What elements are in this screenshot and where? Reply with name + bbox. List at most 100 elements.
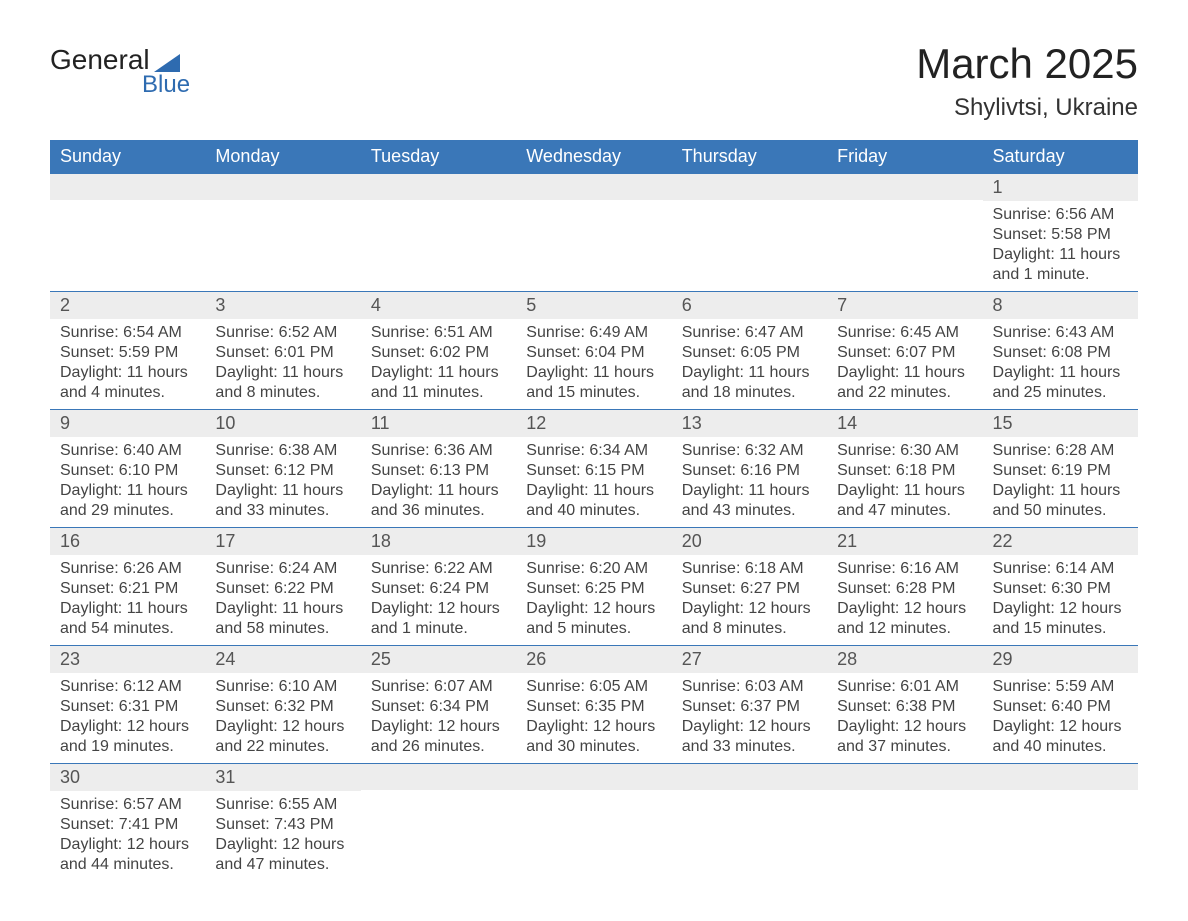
day-body-cell — [827, 201, 982, 292]
day-cell — [516, 764, 671, 792]
day-info-line: Daylight: 11 hours — [371, 363, 506, 383]
day-info-line: Daylight: 12 hours — [837, 717, 972, 737]
day-info: Sunrise: 6:57 AMSunset: 7:41 PMDaylight:… — [50, 791, 205, 881]
day-body-cell: Sunrise: 6:28 AMSunset: 6:19 PMDaylight:… — [983, 437, 1138, 528]
day-info-line: Daylight: 12 hours — [993, 599, 1128, 619]
day-info-line: Daylight: 12 hours — [682, 599, 817, 619]
day-info: Sunrise: 6:03 AMSunset: 6:37 PMDaylight:… — [672, 673, 827, 763]
day-info-line: Sunrise: 6:54 AM — [60, 323, 195, 343]
day-number: 4 — [361, 292, 516, 319]
day-number: 25 — [361, 646, 516, 673]
day-info-line: Sunrise: 6:52 AM — [215, 323, 350, 343]
day-body-cell: Sunrise: 6:18 AMSunset: 6:27 PMDaylight:… — [672, 555, 827, 646]
day-number — [827, 174, 982, 200]
day-info — [205, 201, 360, 211]
day-cell — [361, 764, 516, 792]
day-info — [672, 791, 827, 801]
day-number: 14 — [827, 410, 982, 437]
day-body-cell — [827, 791, 982, 881]
day-info: Sunrise: 6:49 AMSunset: 6:04 PMDaylight:… — [516, 319, 671, 409]
week-number-row: 3031 — [50, 764, 1138, 792]
day-number: 7 — [827, 292, 982, 319]
day-info-line: Sunset: 6:02 PM — [371, 343, 506, 363]
day-header: Thursday — [672, 140, 827, 174]
day-info: Sunrise: 6:43 AMSunset: 6:08 PMDaylight:… — [983, 319, 1138, 409]
day-number — [672, 174, 827, 200]
day-cell — [516, 174, 671, 202]
day-info-line: Daylight: 12 hours — [837, 599, 972, 619]
day-body-cell: Sunrise: 6:55 AMSunset: 7:43 PMDaylight:… — [205, 791, 360, 881]
day-cell: 8 — [983, 292, 1138, 320]
day-body-cell: Sunrise: 6:05 AMSunset: 6:35 PMDaylight:… — [516, 673, 671, 764]
day-info-line: Sunset: 6:35 PM — [526, 697, 661, 717]
day-cell: 22 — [983, 528, 1138, 556]
day-number — [672, 764, 827, 790]
day-info-line: Daylight: 11 hours — [215, 481, 350, 501]
day-info-line: Daylight: 12 hours — [60, 835, 195, 855]
day-number: 11 — [361, 410, 516, 437]
day-info-line: Sunset: 6:18 PM — [837, 461, 972, 481]
day-body-cell: Sunrise: 6:24 AMSunset: 6:22 PMDaylight:… — [205, 555, 360, 646]
day-info: Sunrise: 6:26 AMSunset: 6:21 PMDaylight:… — [50, 555, 205, 645]
day-info-line: Sunset: 6:37 PM — [682, 697, 817, 717]
day-cell — [827, 764, 982, 792]
day-info-line: Sunrise: 6:34 AM — [526, 441, 661, 461]
day-info-line: and 19 minutes. — [60, 737, 195, 757]
day-number: 16 — [50, 528, 205, 555]
day-info-line: Sunset: 6:24 PM — [371, 579, 506, 599]
day-info-line: Daylight: 11 hours — [526, 481, 661, 501]
day-info: Sunrise: 6:51 AMSunset: 6:02 PMDaylight:… — [361, 319, 516, 409]
day-info-line: Daylight: 11 hours — [837, 481, 972, 501]
page-header: General Blue March 2025 Shylivtsi, Ukrai… — [50, 40, 1138, 122]
day-number — [361, 764, 516, 790]
day-number: 12 — [516, 410, 671, 437]
day-body-cell: Sunrise: 6:54 AMSunset: 5:59 PMDaylight:… — [50, 319, 205, 410]
day-body-cell: Sunrise: 6:12 AMSunset: 6:31 PMDaylight:… — [50, 673, 205, 764]
day-cell — [983, 764, 1138, 792]
day-cell: 20 — [672, 528, 827, 556]
day-info-line: and 43 minutes. — [682, 501, 817, 521]
day-info-line: Sunrise: 6:47 AM — [682, 323, 817, 343]
day-number: 29 — [983, 646, 1138, 673]
day-info-line: Sunrise: 6:49 AM — [526, 323, 661, 343]
day-cell: 28 — [827, 646, 982, 674]
day-info-line: and 12 minutes. — [837, 619, 972, 639]
day-info-line: and 8 minutes. — [682, 619, 817, 639]
day-header: Wednesday — [516, 140, 671, 174]
day-cell: 18 — [361, 528, 516, 556]
day-cell — [672, 764, 827, 792]
day-info-line: and 30 minutes. — [526, 737, 661, 757]
day-body-cell — [205, 201, 360, 292]
day-info-line: and 4 minutes. — [60, 383, 195, 403]
day-number: 23 — [50, 646, 205, 673]
day-info-line: Sunset: 6:25 PM — [526, 579, 661, 599]
day-body-cell — [516, 791, 671, 881]
day-cell: 11 — [361, 410, 516, 438]
day-cell: 6 — [672, 292, 827, 320]
day-cell: 27 — [672, 646, 827, 674]
day-body-cell: Sunrise: 6:22 AMSunset: 6:24 PMDaylight:… — [361, 555, 516, 646]
day-info — [827, 791, 982, 801]
day-info: Sunrise: 6:52 AMSunset: 6:01 PMDaylight:… — [205, 319, 360, 409]
day-body-cell: Sunrise: 6:16 AMSunset: 6:28 PMDaylight:… — [827, 555, 982, 646]
day-cell: 17 — [205, 528, 360, 556]
day-number — [516, 174, 671, 200]
day-info-line: Sunset: 6:31 PM — [60, 697, 195, 717]
calendar-table: Sunday Monday Tuesday Wednesday Thursday… — [50, 140, 1138, 881]
day-body-cell: Sunrise: 6:01 AMSunset: 6:38 PMDaylight:… — [827, 673, 982, 764]
day-info: Sunrise: 6:55 AMSunset: 7:43 PMDaylight:… — [205, 791, 360, 881]
day-info-line: Daylight: 11 hours — [993, 245, 1128, 265]
day-info-line: Sunrise: 6:03 AM — [682, 677, 817, 697]
day-info-line: Sunrise: 6:36 AM — [371, 441, 506, 461]
day-info-line: Sunrise: 6:40 AM — [60, 441, 195, 461]
day-info-line: Sunset: 6:12 PM — [215, 461, 350, 481]
day-info-line: and 11 minutes. — [371, 383, 506, 403]
day-info: Sunrise: 6:56 AMSunset: 5:58 PMDaylight:… — [983, 201, 1138, 291]
day-info-line: Sunrise: 6:22 AM — [371, 559, 506, 579]
day-cell: 1 — [983, 174, 1138, 202]
day-info-line: Sunrise: 6:28 AM — [993, 441, 1128, 461]
day-info-line: and 26 minutes. — [371, 737, 506, 757]
day-number: 5 — [516, 292, 671, 319]
week-body-row: Sunrise: 6:12 AMSunset: 6:31 PMDaylight:… — [50, 673, 1138, 764]
day-header: Friday — [827, 140, 982, 174]
